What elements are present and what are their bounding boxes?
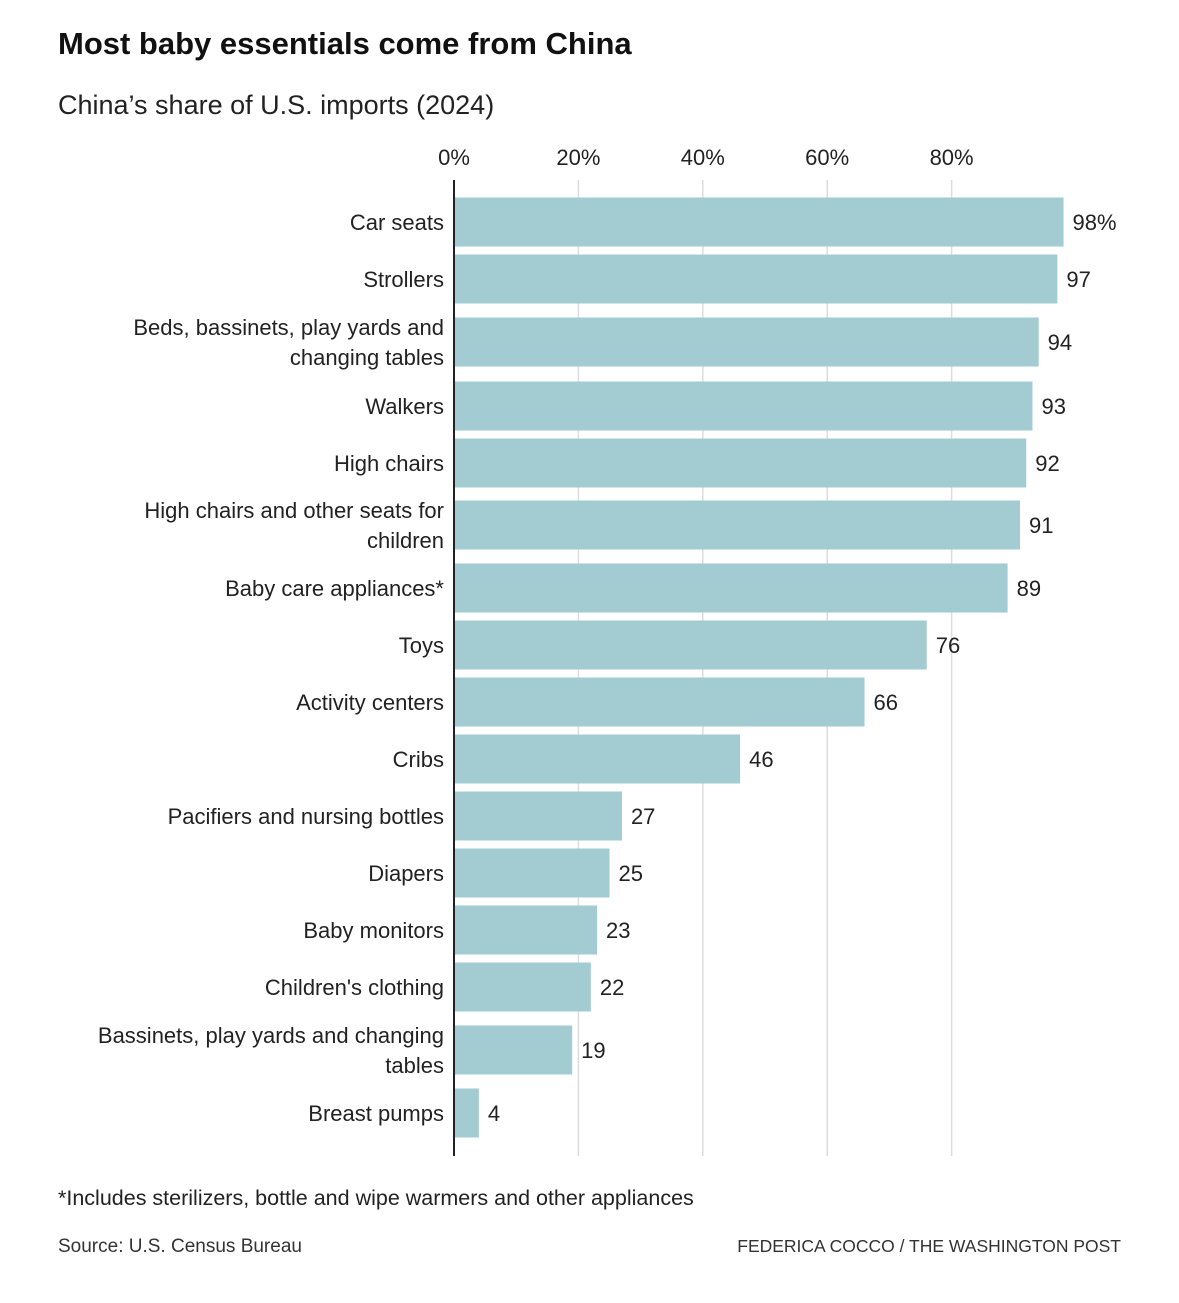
category-label: Breast pumps [308,1101,444,1126]
chart-title: Most baby essentials come from China [58,26,632,61]
category-label: High chairs and other seats for children [144,498,444,553]
category-label: Baby monitors [303,918,444,943]
category-label: Walkers [365,394,444,419]
value-label: 19 [581,1038,605,1063]
category-label: Beds, bassinets, play yards and changing … [133,315,444,370]
value-label: 66 [874,690,898,715]
bar [454,848,610,898]
value-label: 22 [600,975,624,1000]
category-label: Car seats [350,210,444,235]
value-label: 94 [1048,330,1072,355]
category-label: Strollers [363,267,444,292]
category-label: High chairs [334,451,444,476]
category-label: Toys [399,633,444,658]
x-tick-label: 60% [805,145,849,170]
bar [454,317,1039,367]
x-tick-label: 0% [438,145,470,170]
bar [454,620,927,670]
value-label: 98% [1073,210,1117,235]
bar-chart: 0% 20% 40% 60% 80% Car seats 98% Strollers 97 Bed… [98,145,1117,1156]
value-label: 93 [1041,394,1065,419]
x-tick-label: 80% [930,145,974,170]
bar [454,500,1021,550]
bar [454,381,1033,431]
value-label: 4 [488,1101,500,1126]
source-note: Source: U.S. Census Bureau [58,1236,302,1257]
value-label: 46 [749,747,773,772]
category-label: Activity centers [296,690,444,715]
value-label: 25 [619,861,643,886]
x-tick-label: 20% [556,145,600,170]
bar [454,1025,573,1075]
bar [454,254,1058,304]
bar [454,677,865,727]
category-label: Baby care appliances* [225,576,444,601]
bar [454,197,1064,247]
value-label: 97 [1066,267,1090,292]
bar [454,563,1008,613]
credit-line: FEDERICA COCCO / THE WASHINGTON POST [737,1236,1121,1256]
value-label: 23 [606,918,630,943]
value-label: 89 [1017,576,1041,601]
chart-subtitle: China’s share of U.S. imports (2024) [58,90,495,120]
category-label: Bassinets, play yards and changing tables [98,1023,444,1078]
x-tick-label: 40% [681,145,725,170]
category-label: Children's clothing [265,975,444,1000]
footnote: *Includes sterilizers, bottle and wipe w… [58,1186,694,1210]
bar [454,734,741,784]
category-label: Pacifiers and nursing bottles [168,804,444,829]
bar [454,1088,479,1138]
value-label: 76 [936,633,960,658]
bar [454,905,598,955]
bar [454,791,622,841]
bar [454,962,591,1012]
category-label: Cribs [393,747,444,772]
value-label: 92 [1035,451,1059,476]
value-label: 91 [1029,513,1053,538]
bar [454,438,1027,488]
category-label: Diapers [368,861,444,886]
value-label: 27 [631,804,655,829]
